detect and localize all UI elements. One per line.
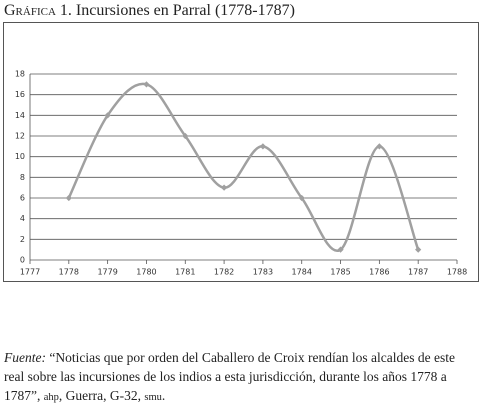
source-note: Fuente: “Noticias que por orden del Caba…	[4, 348, 478, 407]
y-tick-label: 4	[20, 214, 25, 223]
data-point	[259, 143, 267, 150]
y-tick-label: 16	[15, 90, 25, 99]
y-tick-label: 14	[15, 111, 25, 120]
chart: 0 2 4 6 8 10 12 14 16 18 1777 1778 1779 1780 1781 1782 1…	[3, 22, 479, 282]
data-point	[337, 246, 344, 253]
data-point	[220, 184, 228, 191]
source-text2: , Guerra, G-32,	[58, 388, 142, 403]
x-tick-label: 1778	[59, 268, 79, 277]
x-tick-label: 1777	[20, 268, 40, 277]
data-line	[67, 82, 420, 253]
x-tick-label: 1781	[175, 268, 195, 277]
title-text: 1. Incursiones en Parral (1778-1787)	[59, 2, 295, 19]
source-text: “Noticias que por orden del Caballero de…	[4, 350, 455, 403]
x-tick-label: 1782	[214, 268, 234, 277]
x-tick-label: 1788	[447, 268, 467, 277]
data-point	[415, 246, 422, 253]
y-tick-label: 10	[15, 152, 25, 161]
y-tick-label: 2	[20, 235, 25, 244]
y-tick-label: 8	[20, 173, 25, 182]
x-tick-label: 1786	[369, 268, 389, 277]
source-archive2: smu	[144, 392, 162, 403]
data-point	[182, 132, 189, 140]
source-label: Fuente:	[4, 350, 46, 365]
x-tick-label: 1779	[97, 268, 117, 277]
title-prefix: Gráfica	[4, 2, 56, 19]
y-tick-label: 12	[15, 132, 25, 141]
x-tick-label: 1787	[408, 268, 428, 277]
x-tick-label: 1783	[253, 268, 273, 277]
data-point	[143, 81, 150, 88]
x-tick-label: 1785	[330, 268, 350, 277]
chart-frame	[3, 22, 479, 282]
y-tick-label: 6	[20, 194, 25, 203]
source-archive: ahp	[43, 392, 59, 403]
x-tick-label: 1784	[292, 268, 312, 277]
source-end: .	[161, 388, 166, 403]
chart-title: Gráfica 1. Incursiones en Parral (1778-1…	[4, 2, 295, 20]
data-point	[65, 194, 72, 202]
x-tick-label: 1780	[136, 268, 156, 277]
y-tick-label: 0	[20, 256, 25, 265]
data-point	[104, 112, 111, 119]
y-tick-label: 18	[15, 70, 25, 79]
